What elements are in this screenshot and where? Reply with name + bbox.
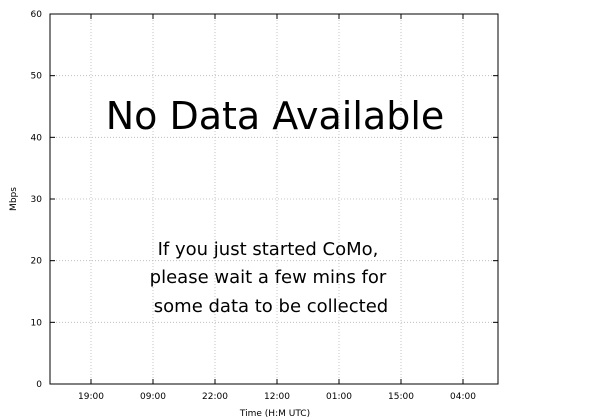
x-tick-label: 04:00 (450, 392, 476, 402)
x-tick-label: 15:00 (388, 392, 414, 402)
message-line-3: some data to be collected (154, 296, 388, 317)
x-tick-label: 09:00 (140, 392, 166, 402)
grid (50, 14, 498, 384)
y-axis-label: Mbps (9, 187, 19, 211)
x-tick-label: 19:00 (78, 392, 104, 402)
y-tick-label: 50 (31, 72, 43, 82)
y-tick-label: 20 (31, 257, 43, 267)
y-tick-label: 30 (31, 195, 43, 205)
no-data-headline: No Data Available (106, 94, 445, 138)
x-tick-label: 01:00 (326, 392, 352, 402)
y-tick-label: 0 (36, 380, 42, 390)
x-tick-label: 22:00 (202, 392, 228, 402)
plot-area-frame (49, 13, 499, 385)
y-axis: 0 10 20 30 40 50 60 (31, 10, 498, 390)
x-axis-label: Time (H:M UTC) (239, 409, 310, 419)
y-tick-label: 40 (31, 133, 43, 143)
x-tick-label: 12:00 (264, 392, 290, 402)
message-line-2: please wait a few mins for (150, 267, 387, 288)
message-line-1: If you just started CoMo, (158, 239, 379, 260)
x-axis: 19:00 09:00 22:00 12:00 01:00 15:00 04:00 (78, 14, 476, 402)
y-tick-label: 60 (31, 10, 43, 20)
y-tick-label: 10 (31, 318, 43, 328)
